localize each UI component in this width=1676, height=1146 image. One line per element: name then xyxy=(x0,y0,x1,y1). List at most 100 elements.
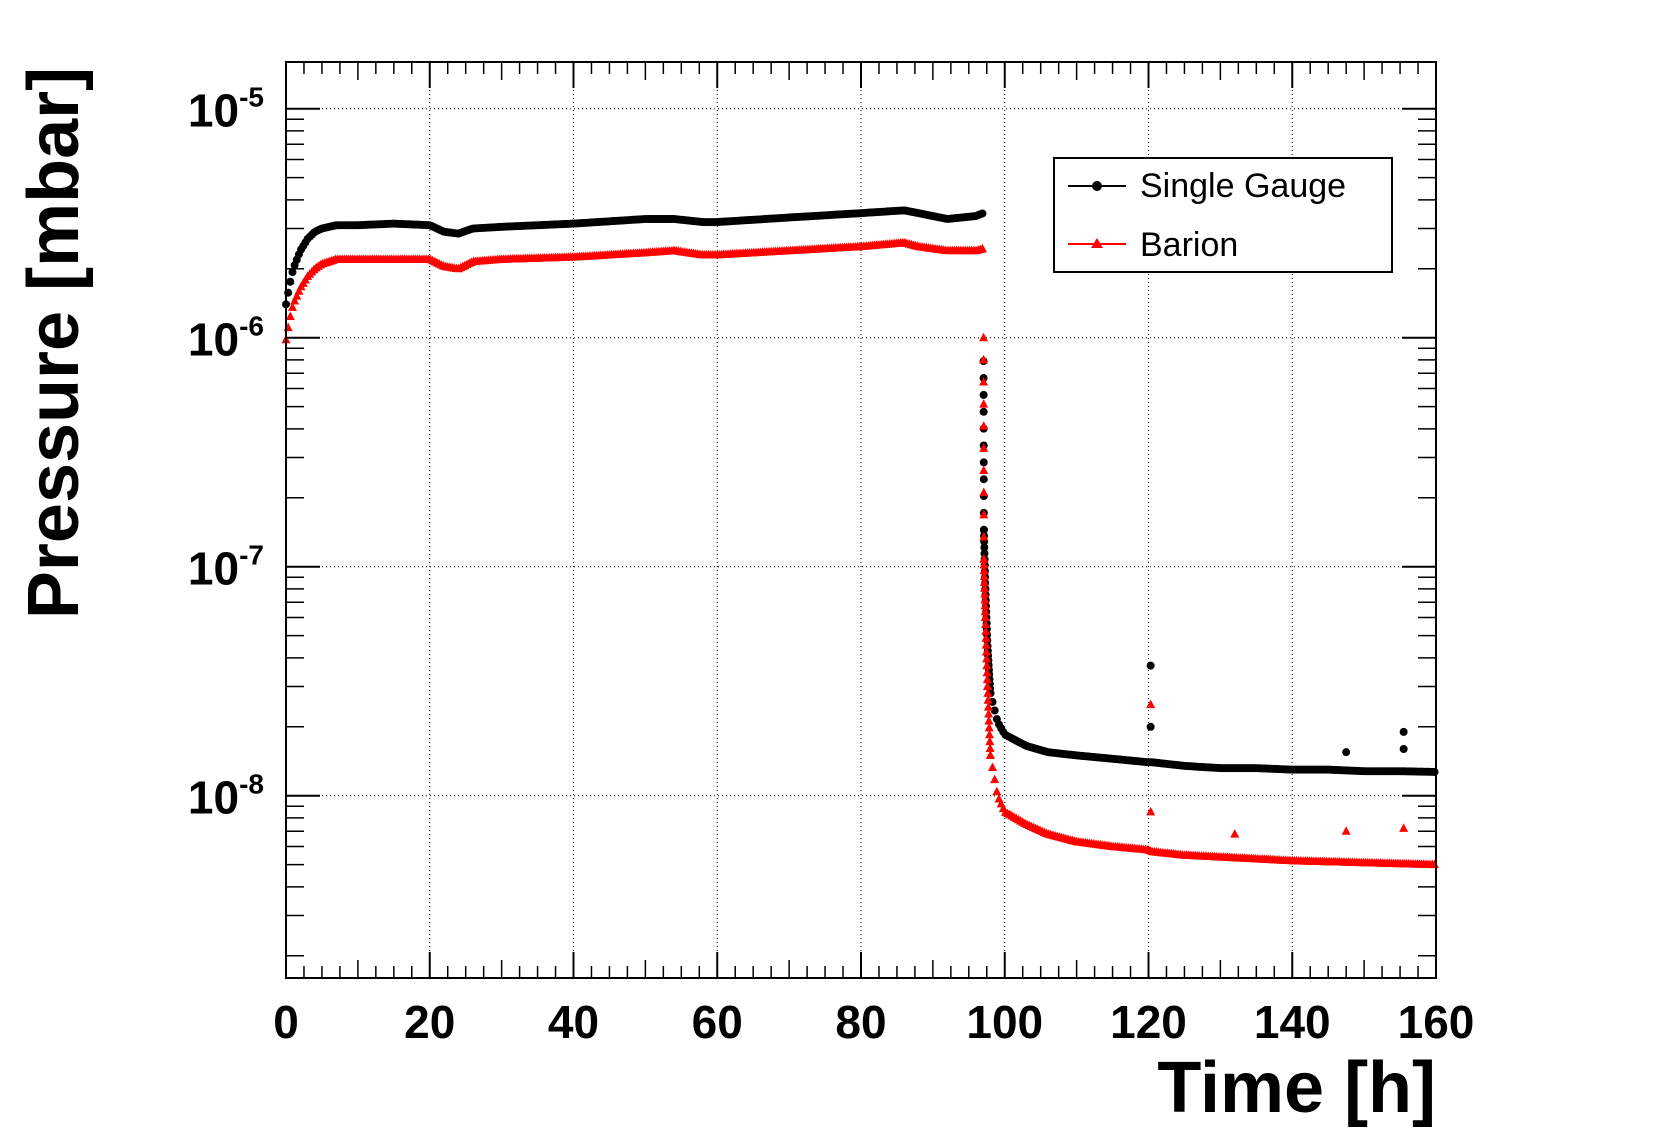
data-point-barion xyxy=(981,633,991,642)
x-tick-label: 160 xyxy=(1398,996,1475,1048)
x-axis-title: Time [h] xyxy=(1157,1048,1436,1128)
data-point-barion xyxy=(1230,829,1240,838)
data-point-barion xyxy=(988,762,998,772)
y-tick-label: 10-8 xyxy=(188,769,264,824)
data-point-single-gauge xyxy=(979,407,988,416)
data-point-barion xyxy=(981,626,991,635)
x-tick-label: 40 xyxy=(548,996,599,1048)
data-point-single-gauge xyxy=(1146,661,1155,670)
data-point-barion xyxy=(981,640,991,649)
data-point-barion xyxy=(984,722,994,732)
data-point-barion xyxy=(983,688,993,697)
x-tick-label: 80 xyxy=(835,996,886,1048)
y-tick-label: 10-7 xyxy=(188,540,264,595)
axis-ticks xyxy=(285,62,1437,978)
y-tick-label: 10-6 xyxy=(188,311,264,366)
data-point-barion xyxy=(287,302,297,311)
y-tick-base: 10 xyxy=(188,543,239,595)
data-point-barion xyxy=(979,465,989,475)
y-tick-labels: 10-510-610-710-8 xyxy=(188,82,264,824)
y-tick-exponent: -6 xyxy=(239,311,264,342)
x-tick-label: 60 xyxy=(692,996,743,1048)
x-tick-label: 120 xyxy=(1110,996,1187,1048)
data-points xyxy=(281,206,1440,869)
data-point-single-gauge xyxy=(286,277,295,286)
data-point-barion xyxy=(1146,806,1156,816)
data-point-barion xyxy=(285,311,295,321)
data-point-barion xyxy=(979,354,989,364)
data-point-barion xyxy=(980,612,990,622)
data-point-single-gauge xyxy=(1399,727,1408,736)
data-point-barion xyxy=(985,750,995,759)
x-tick-label: 100 xyxy=(966,996,1043,1048)
y-tick-exponent: -8 xyxy=(239,769,264,800)
data-point-barion xyxy=(980,583,990,592)
data-point-barion xyxy=(982,667,992,677)
data-point-single-gauge xyxy=(1430,767,1439,776)
legend-box xyxy=(1053,157,1393,273)
data-point-barion xyxy=(979,332,989,342)
data-point-barion xyxy=(979,559,989,569)
data-point-single-gauge xyxy=(1399,745,1408,753)
data-point-single-gauge xyxy=(990,706,999,715)
legend: Single Gauge Barion xyxy=(1053,157,1393,273)
data-point-barion xyxy=(1341,826,1351,835)
y-tick-label: 10-5 xyxy=(188,82,264,137)
data-point-barion xyxy=(979,421,989,430)
data-point-barion xyxy=(981,619,991,628)
data-point-single-gauge xyxy=(979,390,988,399)
data-point-barion xyxy=(982,674,992,684)
legend-marker-barion xyxy=(1091,238,1103,248)
data-point-barion xyxy=(290,296,300,305)
x-tick-label: 0 xyxy=(273,996,299,1048)
data-point-barion xyxy=(985,743,995,753)
data-point-barion xyxy=(983,695,993,704)
x-tick-label: 140 xyxy=(1254,996,1331,1048)
legend-label-barion: Barion xyxy=(1140,226,1238,264)
x-tick-labels: 0 20 40 60 80 100 120 140 160 xyxy=(273,996,1474,1048)
data-point-barion xyxy=(982,660,992,670)
data-point-barion xyxy=(992,786,1002,796)
series-barion xyxy=(281,237,1440,869)
series-single-gauge xyxy=(282,206,1439,776)
data-point-barion xyxy=(979,509,989,519)
data-point-barion xyxy=(294,286,304,295)
data-point-barion xyxy=(977,243,987,253)
data-point-single-gauge xyxy=(980,549,989,558)
data-point-barion xyxy=(979,571,989,581)
data-point-barion xyxy=(980,589,990,598)
data-point-barion xyxy=(980,595,990,604)
y-axis-title: Pressure [mbar] xyxy=(14,67,94,619)
data-point-barion xyxy=(1146,699,1156,709)
data-point-barion xyxy=(983,702,993,711)
plot-frame xyxy=(285,61,1437,979)
y-tick-exponent: -5 xyxy=(239,82,264,113)
data-point-barion xyxy=(979,443,989,452)
data-point-single-gauge xyxy=(980,543,989,552)
data-point-barion xyxy=(985,736,995,746)
data-point-barion xyxy=(980,600,990,610)
data-point-single-gauge xyxy=(978,209,987,218)
data-point-barion xyxy=(990,774,1000,784)
data-point-single-gauge xyxy=(288,268,297,277)
data-point-barion xyxy=(984,709,994,718)
data-point-barion xyxy=(982,653,992,663)
data-point-barion xyxy=(979,487,989,497)
data-point-barion xyxy=(979,377,989,386)
data-point-barion xyxy=(979,565,989,575)
data-point-barion xyxy=(979,399,989,408)
data-point-barion xyxy=(1399,823,1409,832)
x-tick-label: 20 xyxy=(404,996,455,1048)
legend-label-single-gauge: Single Gauge xyxy=(1140,167,1346,205)
data-point-barion xyxy=(979,577,989,586)
data-point-barion xyxy=(984,715,994,725)
data-point-single-gauge xyxy=(979,525,988,534)
data-point-single-gauge xyxy=(979,458,988,467)
y-tick-base: 10 xyxy=(188,314,239,366)
legend-marker-single-gauge xyxy=(1092,181,1102,191)
data-point-barion xyxy=(979,531,989,541)
data-point-barion xyxy=(979,554,989,563)
y-tick-base: 10 xyxy=(188,85,239,137)
